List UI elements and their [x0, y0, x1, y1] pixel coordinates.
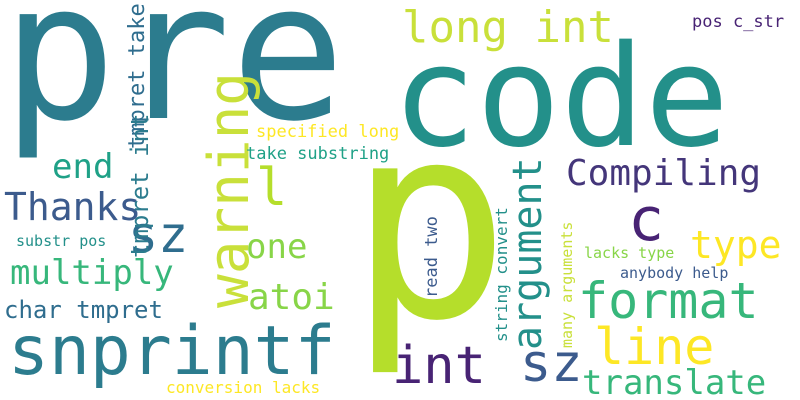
- word-tmpret-int: tmpret int: [126, 113, 154, 259]
- word-specified-long: specified long: [256, 122, 400, 142]
- word-read-two: read two: [422, 216, 442, 298]
- word-pos-c-str: pos c_str: [692, 12, 785, 32]
- word-char-tmpret: char tmpret: [4, 296, 163, 324]
- word-end: end: [52, 147, 114, 187]
- word-translate: translate: [582, 363, 767, 400]
- word-long-int: long int: [402, 2, 614, 53]
- word-l: l: [256, 158, 288, 218]
- word-int: int: [392, 336, 486, 396]
- word-atoi: atoi: [248, 277, 335, 318]
- word-many-arguments: many arguments: [558, 221, 576, 348]
- word-compiling: Compiling: [566, 153, 762, 194]
- word-string-convert: string convert: [492, 207, 511, 342]
- word-anybody-help: anybody help: [620, 264, 729, 282]
- word-substr-pos: substr pos: [16, 232, 107, 250]
- word-take-substring: take substring: [246, 144, 390, 164]
- word-c: c: [628, 185, 665, 255]
- word-lacks-type: lacks type: [584, 244, 675, 262]
- word-type: type: [690, 223, 782, 267]
- word-warning: warning: [197, 71, 262, 308]
- word-code: code: [392, 16, 730, 179]
- word-pre: pre: [2, 0, 346, 163]
- word-argument: argument: [505, 157, 551, 350]
- word-line: line: [594, 318, 715, 376]
- word-format: format: [578, 272, 759, 330]
- word-multiply: multiply: [10, 253, 174, 293]
- word-snprintf: snprintf: [8, 312, 336, 391]
- word-thanks: Thanks: [4, 185, 142, 229]
- word-sz-left: sz: [128, 206, 189, 264]
- word-p: p: [348, 65, 511, 380]
- word-sz-right: sz: [520, 334, 583, 394]
- word-one: one: [246, 227, 308, 267]
- word-conversion-lacks: conversion lacks: [166, 378, 321, 397]
